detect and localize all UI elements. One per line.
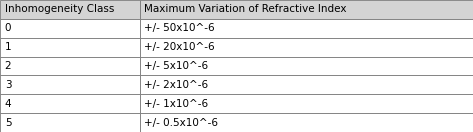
Text: 1: 1 [5,42,11,52]
Bar [140,113,473,132]
Bar [140,75,473,94]
Text: +/- 0.5x10^-6: +/- 0.5x10^-6 [144,118,218,128]
Text: 5: 5 [5,118,11,128]
Bar [0,19,140,38]
Bar [140,19,473,38]
Text: +/- 2x10^-6: +/- 2x10^-6 [144,80,209,90]
Bar [0,0,140,19]
Text: 4: 4 [5,99,11,109]
Bar [140,0,473,19]
Text: Inhomogeneity Class: Inhomogeneity Class [5,4,114,14]
Text: +/- 5x10^-6: +/- 5x10^-6 [144,61,209,71]
Bar [0,113,140,132]
Text: +/- 20x10^-6: +/- 20x10^-6 [144,42,215,52]
Bar [0,57,140,75]
Text: 0: 0 [5,23,11,33]
Bar [140,38,473,57]
Text: 3: 3 [5,80,11,90]
Text: +/- 50x10^-6: +/- 50x10^-6 [144,23,215,33]
Bar [0,38,140,57]
Bar [140,57,473,75]
Bar [140,94,473,113]
Text: 2: 2 [5,61,11,71]
Bar [0,75,140,94]
Text: +/- 1x10^-6: +/- 1x10^-6 [144,99,209,109]
Text: Maximum Variation of Refractive Index: Maximum Variation of Refractive Index [144,4,347,14]
Bar [0,94,140,113]
